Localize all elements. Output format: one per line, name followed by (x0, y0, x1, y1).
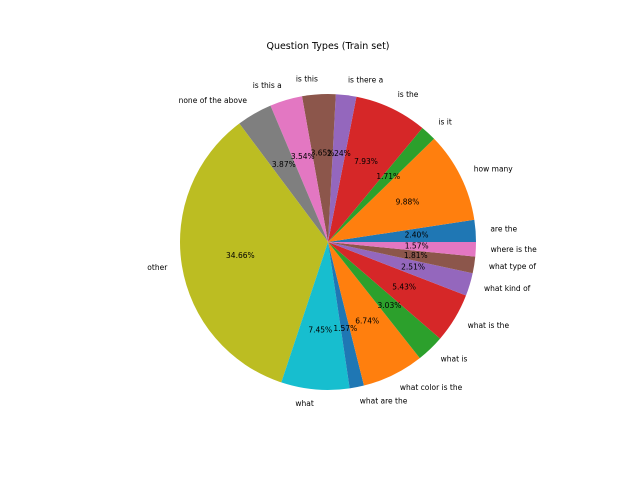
pie-percent-label: 1.71% (376, 172, 400, 181)
pie-slice-label: none of the above (179, 96, 248, 105)
pie-percent-label: 9.88% (396, 197, 420, 206)
pie-slice (328, 242, 364, 389)
pie-slice (328, 219, 476, 242)
pie-percent-label: 3.65% (311, 148, 335, 157)
pie-slice (301, 93, 336, 242)
pie-percent-label: 1.57% (333, 324, 357, 333)
pie-slice (328, 242, 476, 274)
pie-percent-label: 3.03% (378, 301, 402, 310)
pie-slice-label: what (295, 399, 313, 408)
pie-slice (328, 94, 357, 242)
pie-slice (328, 242, 420, 386)
pie-slice-label: where is the (491, 245, 537, 254)
pie-slice (328, 242, 473, 296)
pie-slice-label: what are the (360, 397, 408, 406)
pie-percent-label: 1.81% (404, 251, 428, 260)
pie-slice-label: are the (490, 225, 517, 234)
pie-slice-label: is the (398, 90, 419, 99)
pie-percent-label: 6.74% (355, 317, 379, 326)
pie-slice-label: what is the (468, 321, 510, 330)
pie-slice-label: is this a (253, 81, 282, 90)
pie-slice-label: how many (474, 165, 514, 174)
pie-slice (270, 96, 328, 242)
pie-percent-label: 2.24% (327, 149, 351, 158)
pie-slice-label: what type of (489, 262, 537, 271)
pie-percent-label: 3.54% (291, 152, 315, 161)
pie-percent-label: 7.45% (308, 325, 332, 334)
pie-slice (328, 128, 435, 242)
pie-slice (281, 242, 350, 391)
pie-slice (328, 242, 476, 257)
pie-slice (328, 242, 441, 359)
pie-slice (328, 96, 423, 242)
pie-slices (179, 93, 476, 391)
pie-percent-label: 3.87% (272, 160, 296, 169)
chart-title: Question Types (Train set) (266, 41, 389, 52)
pie-percent-label: 1.57% (405, 241, 429, 250)
pie-percent-label: 2.51% (401, 263, 425, 272)
pie-percent-label: 2.40% (405, 230, 429, 239)
pie-slice-label: what kind of (484, 284, 531, 293)
pie-slice-label: what is (441, 355, 468, 364)
pie-slice (328, 138, 475, 242)
pie-slice-label: is this (296, 75, 318, 84)
pie-slice-label: what color is the (400, 383, 463, 392)
pie-slice-label: is there a (348, 75, 383, 84)
pie-labels: are the how many is it is the is there a is t… (147, 75, 537, 409)
pie-slice (239, 105, 328, 242)
pie-percent-label: 5.43% (392, 283, 416, 292)
pie-percent-labels: 2.40% 9.88% 1.71% 7.93%2.24%3.65%3.54%3.87%… (226, 148, 429, 334)
pie-percent-label: 7.93% (354, 157, 378, 166)
pie-slice (179, 123, 328, 383)
pie-slice-label: is it (438, 117, 451, 126)
pie-percent-label: 34.66% (226, 251, 255, 260)
pie-slice-label: other (147, 263, 168, 272)
pie-slice (328, 242, 466, 339)
